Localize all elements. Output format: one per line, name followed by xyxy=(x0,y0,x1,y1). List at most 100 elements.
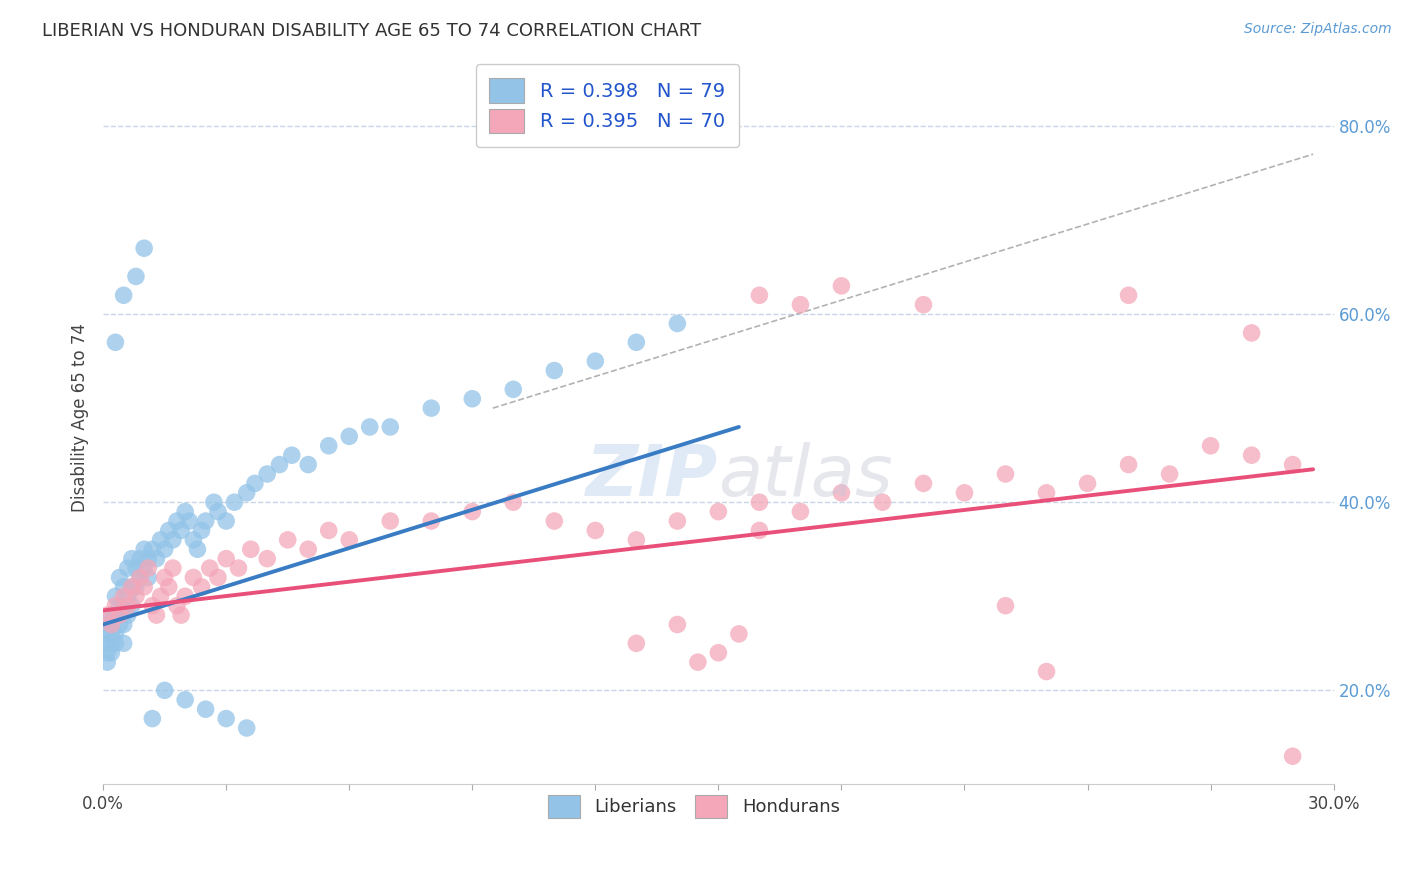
Point xyxy=(104,636,127,650)
Point xyxy=(281,448,304,462)
Point xyxy=(121,599,143,613)
Point xyxy=(153,683,176,698)
Point xyxy=(100,646,122,660)
Point xyxy=(112,617,135,632)
Point xyxy=(96,627,118,641)
Point xyxy=(186,542,208,557)
Point xyxy=(166,514,188,528)
Point xyxy=(235,485,257,500)
Point xyxy=(420,401,443,416)
Point xyxy=(153,570,176,584)
Point xyxy=(626,636,648,650)
Point xyxy=(125,269,148,284)
Point xyxy=(1281,749,1303,764)
Point xyxy=(183,570,205,584)
Point xyxy=(583,524,606,538)
Point xyxy=(96,655,118,669)
Point xyxy=(994,599,1017,613)
Point xyxy=(359,420,381,434)
Point xyxy=(194,514,217,528)
Point xyxy=(141,599,163,613)
Point xyxy=(198,561,221,575)
Point xyxy=(297,458,319,472)
Point xyxy=(129,570,152,584)
Point xyxy=(1035,665,1057,679)
Point xyxy=(121,580,143,594)
Point xyxy=(149,533,172,547)
Point xyxy=(748,288,770,302)
Point xyxy=(129,551,152,566)
Point xyxy=(112,599,135,613)
Point xyxy=(748,524,770,538)
Point xyxy=(136,561,159,575)
Point xyxy=(117,589,139,603)
Point xyxy=(134,241,156,255)
Point xyxy=(337,429,360,443)
Point xyxy=(141,712,163,726)
Point xyxy=(174,589,197,603)
Point xyxy=(117,599,139,613)
Point xyxy=(112,288,135,302)
Point xyxy=(666,317,689,331)
Point xyxy=(297,542,319,557)
Point xyxy=(256,467,278,481)
Point xyxy=(117,561,139,575)
Text: Source: ZipAtlas.com: Source: ZipAtlas.com xyxy=(1244,22,1392,37)
Point xyxy=(162,533,184,547)
Point xyxy=(502,495,524,509)
Point xyxy=(239,542,262,557)
Point xyxy=(337,533,360,547)
Point xyxy=(125,580,148,594)
Point xyxy=(96,617,118,632)
Point xyxy=(121,551,143,566)
Point xyxy=(104,589,127,603)
Point xyxy=(543,514,565,528)
Point xyxy=(100,608,122,623)
Point xyxy=(748,495,770,509)
Legend: Liberians, Hondurans: Liberians, Hondurans xyxy=(538,786,849,827)
Point xyxy=(166,599,188,613)
Point xyxy=(318,524,340,538)
Point xyxy=(174,505,197,519)
Point xyxy=(912,298,935,312)
Point xyxy=(104,627,127,641)
Point xyxy=(1159,467,1181,481)
Point xyxy=(953,485,976,500)
Point xyxy=(789,505,811,519)
Point xyxy=(1199,439,1222,453)
Text: atlas: atlas xyxy=(718,442,893,511)
Point xyxy=(1281,458,1303,472)
Point xyxy=(461,392,484,406)
Point xyxy=(149,589,172,603)
Point xyxy=(380,420,402,434)
Point xyxy=(215,551,238,566)
Point xyxy=(207,570,229,584)
Point xyxy=(136,551,159,566)
Point xyxy=(108,617,131,632)
Point xyxy=(141,542,163,557)
Point xyxy=(202,495,225,509)
Point xyxy=(830,278,852,293)
Point xyxy=(112,636,135,650)
Point xyxy=(380,514,402,528)
Point xyxy=(112,589,135,603)
Point xyxy=(830,485,852,500)
Point xyxy=(256,551,278,566)
Point xyxy=(461,505,484,519)
Point xyxy=(121,580,143,594)
Point xyxy=(157,580,180,594)
Point xyxy=(100,627,122,641)
Point xyxy=(179,514,201,528)
Point xyxy=(686,655,709,669)
Point xyxy=(134,580,156,594)
Point xyxy=(420,514,443,528)
Point xyxy=(104,608,127,623)
Point xyxy=(318,439,340,453)
Point xyxy=(108,608,131,623)
Point xyxy=(145,551,167,566)
Point xyxy=(100,636,122,650)
Point xyxy=(243,476,266,491)
Point xyxy=(194,702,217,716)
Point xyxy=(96,646,118,660)
Text: ZIP: ZIP xyxy=(586,442,718,511)
